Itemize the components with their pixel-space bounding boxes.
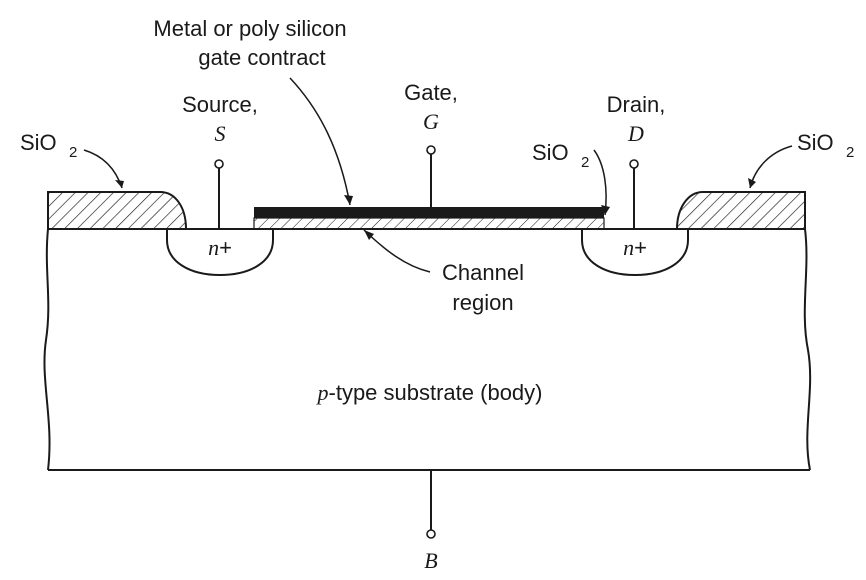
oxide-left-subscript: 2 <box>69 144 77 161</box>
gate-oxide-thin <box>253 217 605 230</box>
nplus-drain-label: n+ <box>623 235 647 260</box>
oxide-mid-subscript: 2 <box>581 154 589 171</box>
body-terminal <box>426 470 436 539</box>
nplus-source-n: n <box>208 235 219 260</box>
gate-symbol: G <box>423 109 439 134</box>
body-symbol: B <box>424 548 437 573</box>
drain-terminal <box>629 159 639 229</box>
nplus-source-label: n+ <box>208 235 232 260</box>
gate-metal-contact <box>254 207 604 218</box>
nplus-source-region <box>166 229 274 277</box>
drain-label: Drain, <box>607 92 666 117</box>
oxide-left-label: SiO <box>20 130 57 155</box>
nplus-drain-n: n <box>623 235 634 260</box>
gate-contact-label-line2: gate contract <box>198 45 325 70</box>
substrate-body <box>43 228 812 471</box>
oxide-right-label: SiO <box>797 130 834 155</box>
source-terminal <box>214 159 224 229</box>
oxide-right-subscript: 2 <box>846 144 854 161</box>
oxide-left <box>47 191 188 230</box>
drain-symbol: D <box>627 121 644 146</box>
channel-label-line1: Channel <box>442 260 524 285</box>
channel-label-line2: region <box>452 290 513 315</box>
gate-label: Gate, <box>404 80 458 105</box>
source-label: Source, <box>182 92 258 117</box>
source-symbol: S <box>215 121 226 146</box>
gate-terminal <box>426 145 436 207</box>
substrate-label: p-type substrate (body) <box>316 380 543 405</box>
oxide-right <box>675 191 806 230</box>
nplus-drain-region <box>581 229 689 277</box>
nplus-source-plus: + <box>219 235 232 260</box>
leader-arrows <box>83 77 793 273</box>
substrate-p: p <box>316 380 329 405</box>
oxide-mid-label: SiO <box>532 140 569 165</box>
substrate-text: -type substrate (body) <box>329 380 543 405</box>
gate-contact-label-line1: Metal or poly silicon <box>153 16 346 41</box>
nplus-drain-plus: + <box>634 235 647 260</box>
